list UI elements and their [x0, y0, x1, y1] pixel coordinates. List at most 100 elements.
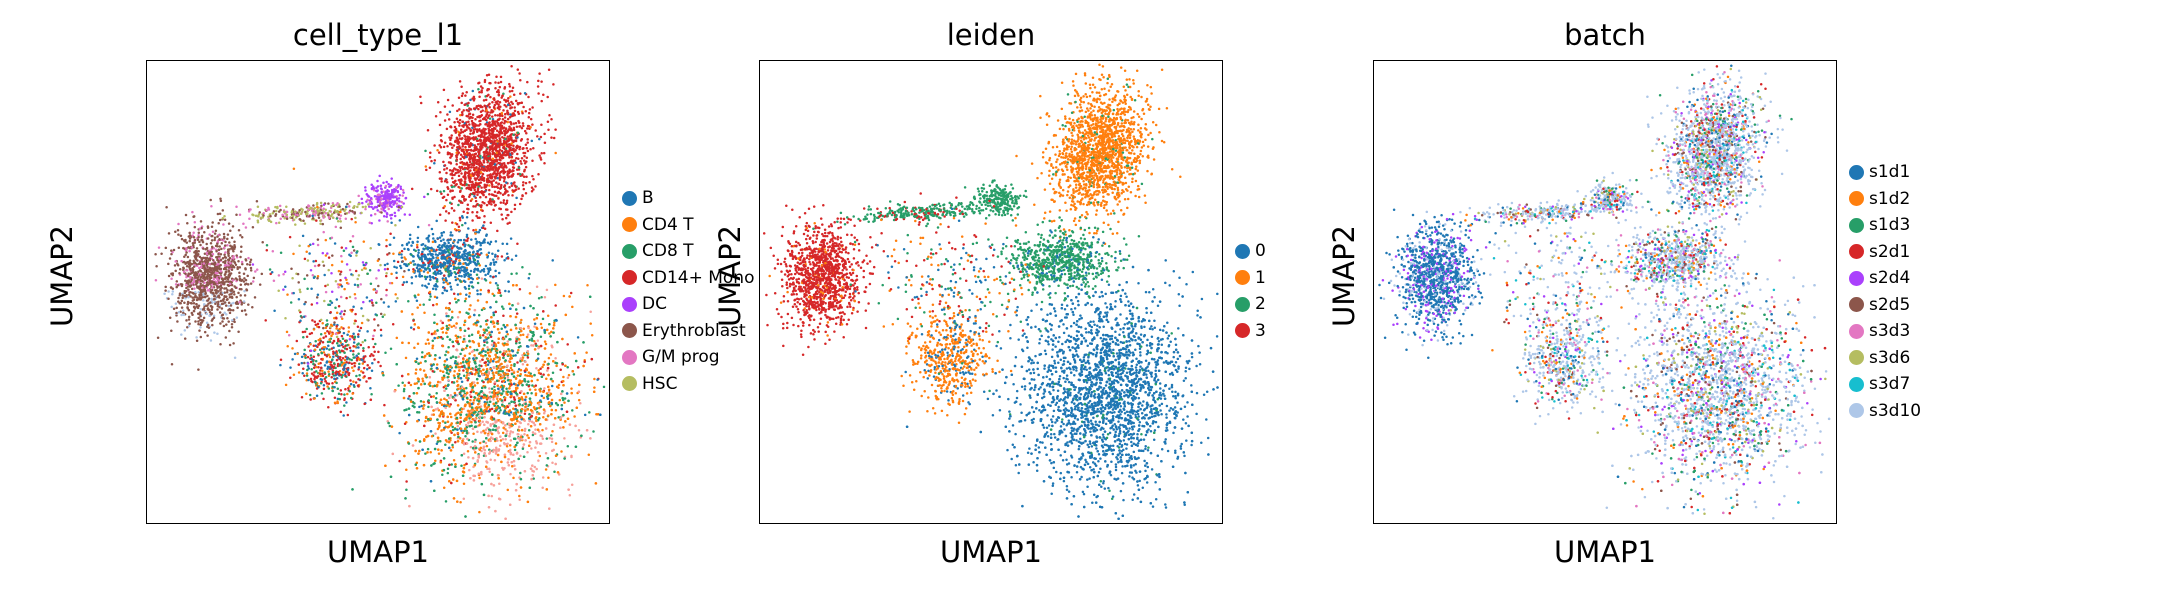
- scatter-point: [462, 250, 466, 253]
- scatter-point: [484, 150, 487, 153]
- scatter-point: [488, 179, 491, 183]
- scatter-point: [515, 146, 519, 150]
- scatter-point: [454, 463, 457, 466]
- scatter-point: [482, 349, 485, 352]
- scatter-point: [403, 454, 406, 458]
- scatter-point: [522, 352, 526, 355]
- scatter-point: [432, 395, 435, 398]
- scatter-point: [503, 103, 506, 107]
- scatter-point: [499, 376, 502, 380]
- scatter-point: [440, 192, 443, 195]
- scatter-point: [409, 383, 413, 387]
- scatter-point: [506, 139, 509, 142]
- scatter-point: [517, 381, 521, 384]
- scatter-point: [436, 407, 440, 410]
- scatter-point: [477, 160, 481, 163]
- scatter-point: [526, 363, 529, 367]
- scatter-point: [511, 194, 514, 197]
- scatter-point: [506, 99, 510, 103]
- scatter-point: [470, 119, 474, 123]
- scatter-point: [435, 363, 439, 366]
- scatter-point: [519, 372, 522, 376]
- scatter-point: [487, 114, 491, 118]
- scatter-point: [447, 270, 450, 273]
- scatter-point: [464, 274, 468, 277]
- scatter-point: [515, 168, 519, 171]
- scatter-point: [530, 139, 534, 143]
- scatter-point: [434, 287, 438, 291]
- scatter-point: [479, 270, 482, 273]
- scatter-point: [542, 408, 546, 411]
- scatter-point: [449, 264, 453, 268]
- scatter-point: [523, 168, 526, 172]
- scatter-point: [594, 482, 598, 485]
- scatter-point: [512, 144, 515, 147]
- scatter-point: [506, 103, 510, 107]
- scatter-point: [474, 368, 478, 372]
- scatter-point: [512, 476, 515, 480]
- scatter-point: [468, 123, 471, 126]
- scatter-point: [507, 457, 510, 461]
- scatter-point: [526, 141, 529, 144]
- scatter-point: [401, 381, 404, 384]
- scatter-point: [443, 141, 447, 144]
- scatter-point: [493, 459, 497, 462]
- scatter-point: [528, 338, 531, 342]
- scatter-point: [466, 141, 469, 144]
- scatter-point: [503, 442, 506, 446]
- scatter-point: [475, 214, 478, 218]
- scatter-point: [472, 95, 476, 99]
- scatter-point: [496, 284, 499, 287]
- scatter-point: [461, 92, 465, 95]
- scatter-point: [466, 135, 469, 139]
- scatter-point: [543, 387, 546, 390]
- scatter-point: [558, 398, 562, 402]
- scatter-point: [500, 183, 503, 187]
- scatter-point: [526, 374, 529, 378]
- scatter-point: [416, 410, 419, 414]
- scatter-point: [491, 148, 495, 152]
- scatter-point: [474, 128, 477, 131]
- scatter-point: [502, 109, 505, 112]
- scatter-point: [466, 259, 470, 262]
- scatter-point: [446, 351, 450, 354]
- scatter-point: [447, 261, 451, 264]
- scatter-point: [510, 184, 514, 188]
- scatter-point: [497, 360, 500, 363]
- scatter-point: [517, 348, 520, 352]
- scatter-point: [489, 275, 492, 278]
- scatter-point: [471, 180, 474, 184]
- scatter-point: [429, 417, 433, 421]
- scatter-point: [538, 72, 541, 75]
- scatter-point: [479, 104, 482, 107]
- scatter-point: [483, 241, 486, 244]
- scatter-point: [462, 374, 466, 378]
- scatter-point: [447, 266, 451, 269]
- scatter-point: [490, 180, 493, 183]
- scatter-point: [505, 252, 509, 256]
- scatter-point: [527, 436, 530, 440]
- scatter-point: [476, 193, 479, 196]
- scatter-point: [489, 358, 493, 361]
- scatter-point: [506, 135, 510, 138]
- scatter-point: [496, 100, 500, 103]
- scatter-point: [482, 454, 486, 458]
- scatter-point: [452, 209, 456, 212]
- scatter-point: [377, 242, 380, 246]
- scatter-point: [472, 250, 475, 253]
- scatter-point: [446, 193, 450, 196]
- scatter-point: [434, 408, 437, 411]
- scatter-point: [479, 244, 482, 247]
- scatter-point: [503, 122, 506, 125]
- scatter-point: [526, 333, 530, 336]
- scatter-point: [490, 111, 494, 114]
- scatter-point: [563, 401, 566, 404]
- scatter-point: [441, 473, 444, 477]
- scatter-point: [443, 241, 446, 245]
- scatter-point: [491, 100, 494, 104]
- scatter-point: [412, 328, 416, 331]
- scatter-point: [497, 337, 500, 340]
- scatter-point: [515, 144, 519, 148]
- scatter-point: [473, 267, 477, 271]
- scatter-point: [429, 395, 433, 399]
